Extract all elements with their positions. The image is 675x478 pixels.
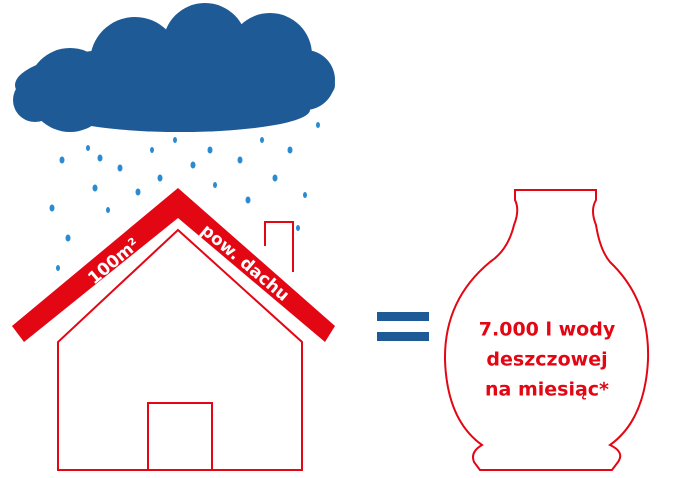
tank-line: 7.000 l wody xyxy=(479,319,616,341)
page: {"roof": {"area": "100m²", "label": "pow… xyxy=(0,0,675,478)
equals-sign xyxy=(377,312,429,341)
infographic: 100m² pow. dachu 7.000 l wody deszczowej… xyxy=(0,0,675,478)
tank-line: na miesiąc* xyxy=(485,379,609,401)
tank-line: deszczowej xyxy=(486,349,607,371)
cloud xyxy=(13,3,335,132)
chimney xyxy=(265,222,293,272)
